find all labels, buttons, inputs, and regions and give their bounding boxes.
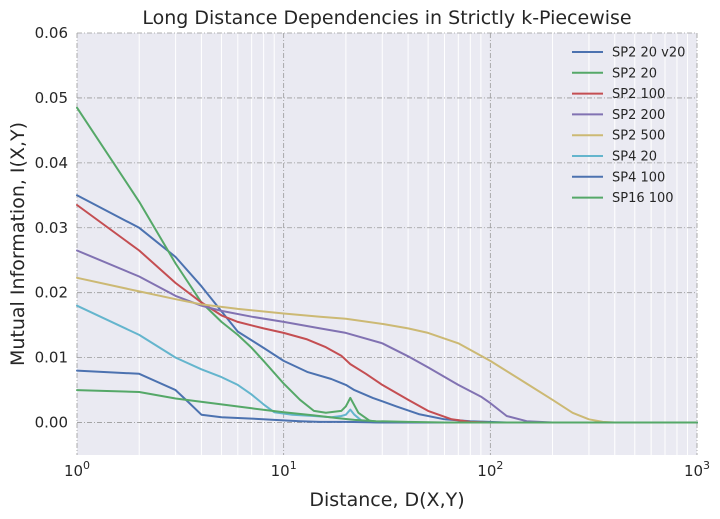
- y-tick-label: 0.00: [35, 414, 68, 432]
- series-line-5: [76, 276, 698, 424]
- series-line-1: [76, 194, 698, 424]
- legend-label: SP4 100: [612, 170, 665, 185]
- x-tick-label: 103: [684, 459, 710, 480]
- legend-label: SP2 200: [612, 108, 665, 123]
- x-tick-label: 100: [64, 459, 90, 480]
- legend-label: SP2 20 v20: [612, 46, 685, 61]
- chart-title: Long Distance Dependencies in Strictly k…: [142, 7, 631, 29]
- y-tick-label: 0.06: [35, 24, 68, 42]
- legend: SP2 20 v20 SP2 20 SP2 100 SP2 200 SP2 500 SP4…: [572, 46, 685, 206]
- x-tick-labels: 100 101 102 103: [64, 459, 710, 480]
- series-layer: [76, 106, 698, 424]
- y-tick-label: 0.05: [35, 89, 68, 107]
- y-tick-label: 0.02: [35, 284, 68, 302]
- series-line-4: [76, 249, 698, 424]
- plot-background: [77, 33, 697, 455]
- legend-label: SP16 100: [612, 191, 674, 206]
- legend-label: SP2 100: [612, 87, 665, 102]
- x-tick-label: 101: [271, 459, 297, 480]
- x-tick-label: 102: [477, 459, 503, 480]
- y-tick-labels: 0.00 0.01 0.02 0.03 0.04 0.05 0.06: [35, 24, 68, 432]
- y-tick-label: 0.01: [35, 349, 68, 367]
- series-line-8: [76, 389, 698, 424]
- legend-label: SP2 20: [612, 66, 657, 81]
- y-tick-label: 0.03: [35, 219, 68, 237]
- y-axis-label: Mutual Information, I(X,Y): [7, 122, 29, 366]
- legend-label: SP2 500: [612, 129, 665, 144]
- series-line-6: [76, 304, 698, 424]
- y-tick-label: 0.04: [35, 154, 68, 172]
- series-line-7: [76, 369, 698, 424]
- x-axis-label: Distance, D(X,Y): [309, 489, 464, 511]
- legend-label: SP4 20: [612, 150, 657, 165]
